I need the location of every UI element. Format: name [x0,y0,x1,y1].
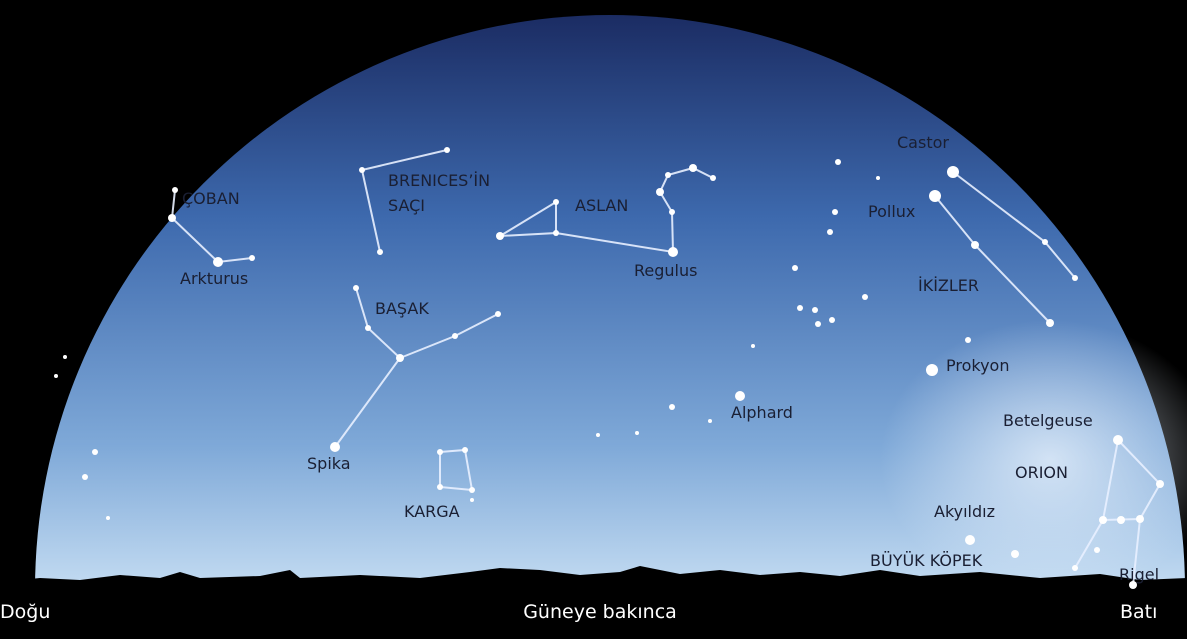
constellation-label: ASLAN [575,196,628,215]
star [82,474,88,480]
star [862,294,868,300]
star [689,164,697,172]
star-label: Akyıldız [934,502,995,521]
star-label: Castor [897,133,949,152]
star [669,404,675,410]
star [365,325,371,331]
star-label: Arkturus [180,269,248,288]
constellation-label: BRENICES’İN [388,171,490,190]
star [359,167,365,173]
constellation-label: BÜYÜK KÖPEK [870,551,983,570]
star [829,317,835,323]
star-label: Prokyon [946,356,1009,375]
star [668,247,678,257]
star [168,214,176,222]
star [971,241,979,249]
direction-label: Güneye bakınca [523,601,677,623]
star [1011,550,1019,558]
constellation-label: BAŞAK [375,299,429,318]
skyline [0,566,1187,639]
star [452,333,458,339]
constellation-label: ORION [1015,463,1068,482]
constellation-label: SAÇI [388,196,425,215]
star [1129,581,1137,589]
direction-label: Doğu [0,601,50,623]
star-label: Rigel [1119,565,1159,584]
constellation-label: İKİZLER [918,276,979,295]
star [1113,435,1123,445]
star [63,355,67,359]
star [470,498,474,502]
star [835,159,841,165]
star [1117,516,1125,524]
star [1099,516,1107,524]
star [437,449,443,455]
stars [54,147,1164,589]
star [656,188,664,196]
star [1072,565,1078,571]
star [926,364,938,376]
star [827,229,833,235]
star [1046,319,1054,327]
star [947,166,959,178]
star [495,311,501,317]
star [965,337,971,343]
star [596,433,600,437]
star [832,209,838,215]
star [710,175,716,181]
star [1072,275,1078,281]
star [106,516,110,520]
star [469,487,475,493]
star [751,344,755,348]
star [54,374,58,378]
star [1042,239,1048,245]
star [665,172,671,178]
star [669,209,675,215]
star [92,449,98,455]
constellation-label: KARGA [404,502,460,521]
star-label: Regulus [634,261,697,280]
star [353,285,359,291]
star [1136,515,1144,523]
star [396,354,404,362]
star [462,447,468,453]
star [929,190,941,202]
direction-label: Batı [1120,601,1157,623]
star [1156,480,1164,488]
star [553,230,559,236]
star [330,442,340,452]
star [797,305,803,311]
star [815,321,821,327]
star-label: Pollux [868,202,915,221]
star [172,187,178,193]
star [635,431,639,435]
star [444,147,450,153]
star-label: Alphard [731,403,793,422]
star [708,419,712,423]
star [377,249,383,255]
star-label: Betelgeuse [1003,411,1093,430]
star [876,176,880,180]
star [437,484,443,490]
star [213,257,223,267]
star [792,265,798,271]
star [1094,547,1100,553]
star [965,535,975,545]
star [249,255,255,261]
star [496,232,504,240]
star [553,199,559,205]
milky-way-glow [880,320,1187,600]
star-label: Spika [307,454,351,473]
star [812,307,818,313]
star [735,391,745,401]
constellation-label: ÇOBAN [182,189,240,208]
